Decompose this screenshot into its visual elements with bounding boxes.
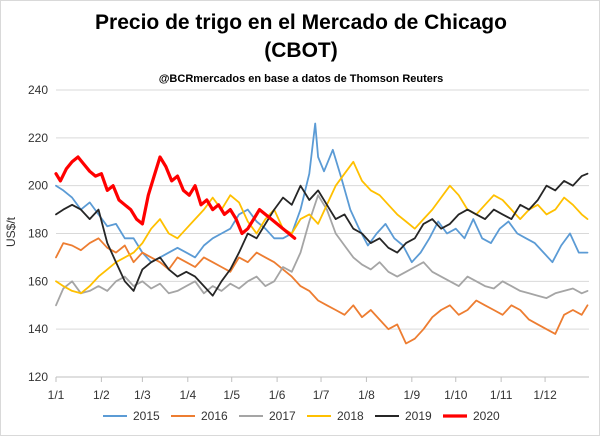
legend-label-2016: 2016 <box>201 409 228 423</box>
x-tick-label: 1/11 <box>490 388 513 402</box>
x-tick-label: 1/1 <box>48 388 65 402</box>
chart-title-line1: Precio de trigo en el Mercado de Chicago <box>95 11 507 34</box>
series-line-2020 <box>54 155 297 240</box>
y-tick-label: 140 <box>28 322 48 336</box>
series-line-2016 <box>55 237 589 345</box>
y-tick-label: 200 <box>28 179 48 193</box>
plot-area: 120 140 160 180 200 220 240 1/1 1/2 1/3 1/4 1/5 1/6 1… <box>28 83 589 402</box>
y-tick-label: 220 <box>28 131 48 145</box>
x-tick-label: 1/8 <box>358 388 375 402</box>
x-tick-label: 1/6 <box>269 388 286 402</box>
y-axis-label: US$/t <box>4 216 18 247</box>
x-tick-label: 1/3 <box>134 388 151 402</box>
chart-title-line2: (CBOT) <box>264 39 337 62</box>
series-line-2017 <box>55 194 589 307</box>
legend: 2015 2016 2017 2018 2019 2020 <box>103 409 500 423</box>
chart-subtitle: @BCRmercados en base a datos de Thomson … <box>159 73 444 85</box>
legend-label-2018: 2018 <box>337 409 364 423</box>
legend-label-2019: 2019 <box>405 409 432 423</box>
series-line-2018 <box>55 160 589 295</box>
y-tick-label: 120 <box>28 370 48 384</box>
series-line-2019 <box>55 172 589 297</box>
legend-label-2017: 2017 <box>269 409 296 423</box>
legend-label-2015: 2015 <box>133 409 160 423</box>
x-tick-label: 1/7 <box>313 388 330 402</box>
legend-label-2020: 2020 <box>473 409 500 423</box>
x-tick-label: 1/4 <box>179 388 196 402</box>
x-tick-label: 1/5 <box>223 388 240 402</box>
y-tick-label: 180 <box>28 227 48 241</box>
x-tick-label: 1/9 <box>403 388 420 402</box>
y-tick-label: 160 <box>28 274 48 288</box>
x-tick-label: 1/12 <box>533 388 557 402</box>
series-line-2015 <box>55 122 589 264</box>
x-tick-label: 1/2 <box>93 388 110 402</box>
y-tick-label: 240 <box>28 83 48 97</box>
x-tick-label: 1/10 <box>444 388 468 402</box>
